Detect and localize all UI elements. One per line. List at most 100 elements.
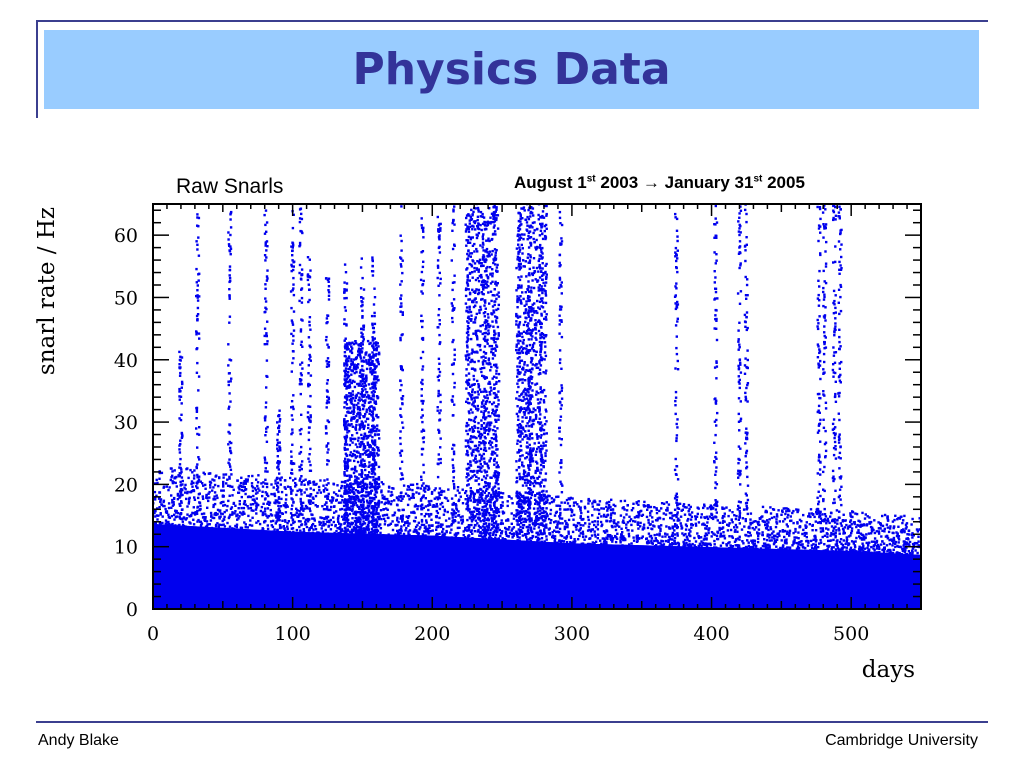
spike-point bbox=[196, 486, 199, 490]
baseline-point bbox=[448, 541, 451, 545]
baseline-point bbox=[671, 527, 674, 530]
baseline-point bbox=[911, 549, 914, 552]
baseline-point bbox=[844, 519, 847, 522]
baseline-point bbox=[879, 543, 883, 546]
spike-point bbox=[198, 426, 201, 429]
baseline-point bbox=[226, 533, 229, 536]
baseline-point bbox=[785, 523, 788, 526]
baseline-point bbox=[321, 530, 325, 533]
baseline-point bbox=[813, 552, 816, 556]
baseline-point bbox=[379, 527, 383, 530]
baseline-point bbox=[443, 508, 446, 511]
baseline-point bbox=[367, 509, 371, 512]
baseline-point bbox=[344, 503, 348, 507]
baseline-point bbox=[414, 525, 418, 529]
baseline-point bbox=[849, 555, 852, 559]
baseline-point bbox=[321, 524, 324, 527]
baseline-point bbox=[697, 535, 700, 538]
baseline-point bbox=[255, 504, 258, 508]
baseline-point bbox=[682, 542, 686, 545]
baseline-point bbox=[623, 499, 627, 503]
baseline-point bbox=[553, 514, 557, 517]
baseline-point bbox=[494, 536, 497, 539]
baseline-point bbox=[434, 487, 437, 490]
baseline-point bbox=[438, 487, 442, 490]
baseline-point bbox=[590, 534, 594, 537]
baseline-point bbox=[274, 514, 277, 517]
baseline-point bbox=[402, 495, 405, 498]
baseline-point bbox=[721, 551, 724, 555]
baseline-point bbox=[406, 516, 410, 520]
baseline-point bbox=[666, 533, 669, 536]
baseline-point bbox=[907, 533, 911, 536]
baseline-point bbox=[801, 532, 804, 536]
baseline-point bbox=[155, 514, 159, 517]
baseline-point bbox=[527, 532, 530, 535]
baseline-point bbox=[878, 550, 881, 554]
baseline-point bbox=[458, 526, 461, 529]
baseline-point bbox=[291, 514, 294, 517]
baseline-point bbox=[850, 540, 854, 543]
spike-point bbox=[179, 418, 183, 422]
baseline-point bbox=[409, 483, 413, 486]
baseline-point bbox=[332, 540, 335, 543]
spike-point bbox=[230, 441, 233, 445]
baseline-point bbox=[666, 509, 669, 512]
baseline-point bbox=[531, 534, 534, 538]
baseline-point bbox=[631, 507, 635, 510]
baseline-point bbox=[207, 499, 210, 503]
baseline-point bbox=[261, 485, 265, 488]
baseline-point bbox=[749, 518, 752, 521]
baseline-point bbox=[338, 527, 341, 531]
baseline-point bbox=[464, 542, 467, 545]
baseline-point bbox=[416, 486, 419, 490]
baseline-point bbox=[256, 535, 260, 539]
baseline-point bbox=[165, 521, 169, 524]
spike-point bbox=[227, 499, 230, 503]
baseline-point bbox=[216, 527, 220, 530]
baseline-point bbox=[687, 532, 691, 535]
baseline-point bbox=[227, 533, 230, 536]
baseline-point bbox=[526, 538, 529, 541]
baseline-point bbox=[289, 486, 292, 489]
baseline-point bbox=[749, 550, 752, 553]
baseline-point bbox=[272, 486, 275, 489]
baseline-point bbox=[368, 499, 372, 502]
baseline-point bbox=[424, 530, 428, 533]
baseline-point bbox=[491, 543, 494, 546]
spike-point bbox=[263, 343, 266, 346]
baseline-point bbox=[596, 549, 599, 552]
baseline-point bbox=[298, 509, 301, 513]
baseline-point bbox=[189, 490, 192, 494]
baseline-point bbox=[334, 524, 337, 527]
baseline-point bbox=[500, 532, 503, 535]
baseline-point bbox=[704, 527, 707, 530]
baseline-point bbox=[396, 523, 399, 527]
baseline-point bbox=[500, 539, 504, 542]
baseline-point bbox=[247, 507, 250, 510]
baseline-point bbox=[709, 542, 712, 545]
baseline-point bbox=[322, 484, 325, 487]
baseline-point bbox=[715, 549, 718, 553]
baseline-point bbox=[587, 548, 590, 551]
baseline-point bbox=[786, 530, 789, 533]
baseline-point bbox=[435, 496, 438, 499]
baseline-point bbox=[297, 538, 300, 542]
baseline-point bbox=[832, 546, 835, 549]
spike-point bbox=[229, 226, 233, 229]
baseline-point bbox=[917, 535, 920, 538]
baseline-point bbox=[412, 510, 415, 514]
baseline-point bbox=[763, 538, 766, 541]
baseline-point bbox=[335, 533, 338, 536]
baseline-point bbox=[579, 506, 582, 509]
spike-point bbox=[195, 240, 198, 243]
baseline-point bbox=[243, 512, 246, 515]
baseline-point bbox=[879, 557, 882, 561]
baseline-point bbox=[572, 523, 576, 527]
baseline-point bbox=[285, 536, 288, 539]
baseline-point bbox=[818, 542, 821, 545]
spike-point bbox=[229, 211, 233, 215]
baseline-point bbox=[752, 520, 755, 523]
baseline-point bbox=[694, 522, 697, 525]
baseline-point bbox=[832, 555, 836, 559]
